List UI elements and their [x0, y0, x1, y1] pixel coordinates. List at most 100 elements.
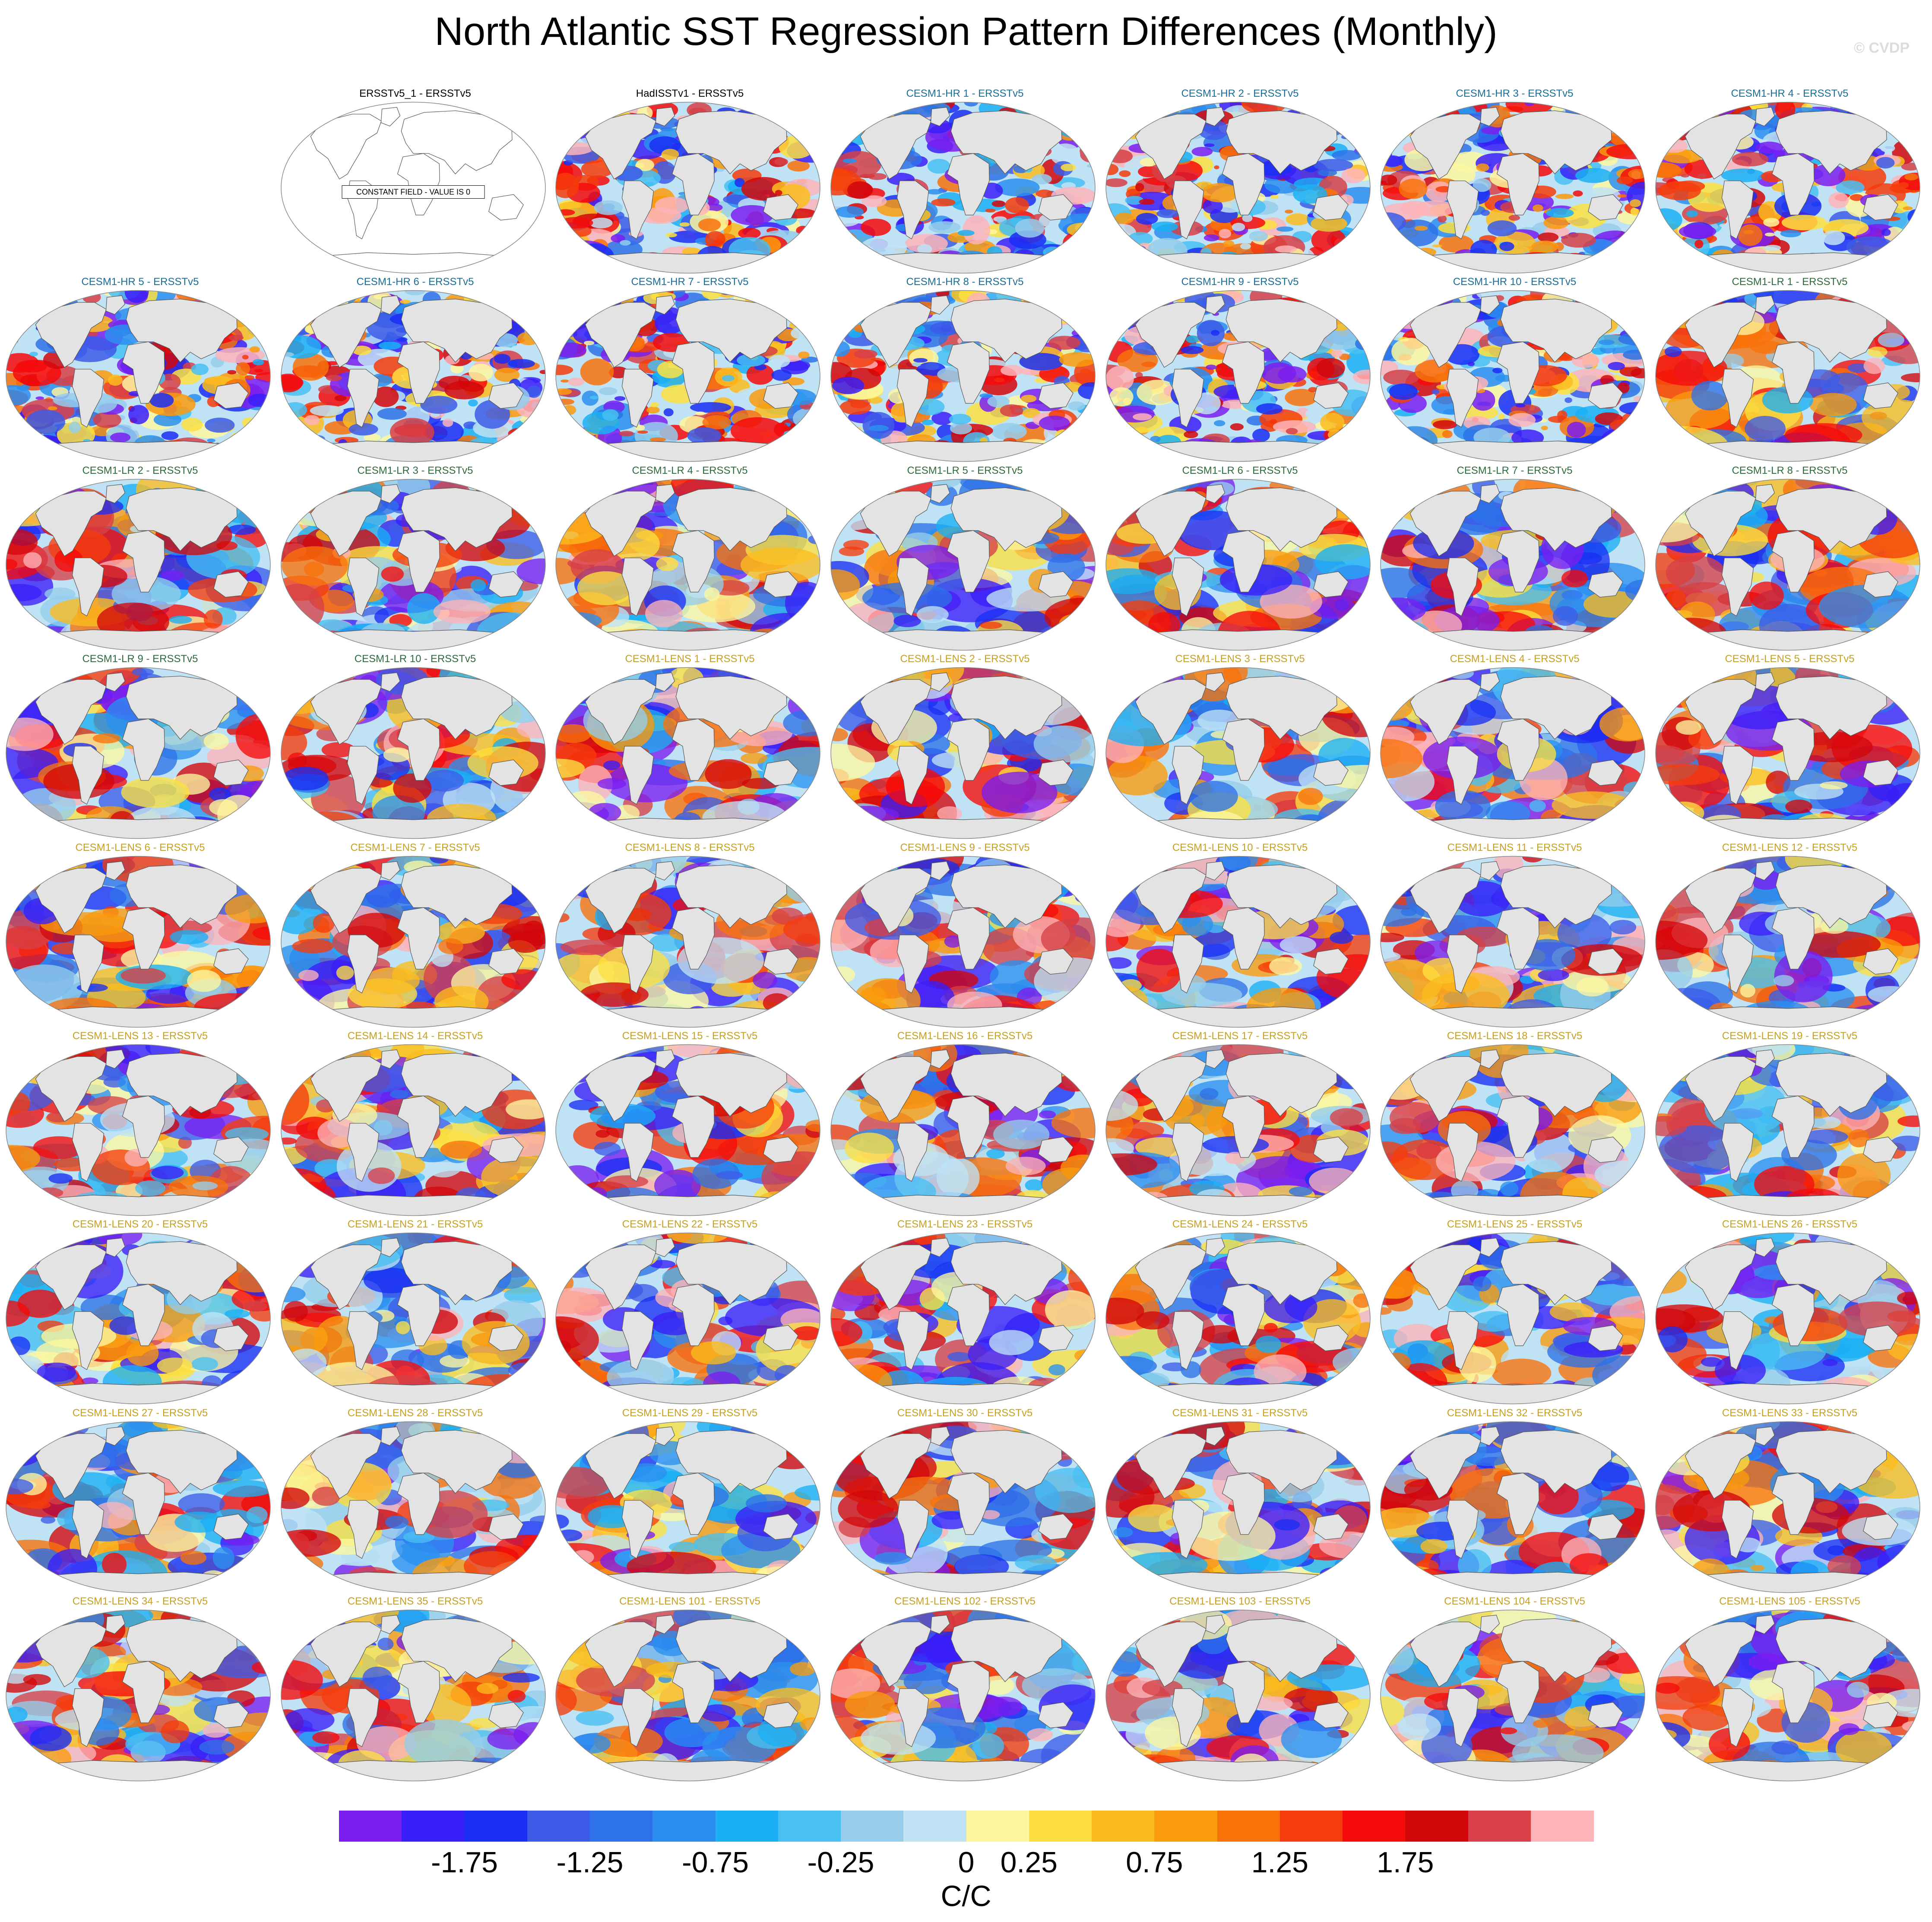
sst-anomaly-patch	[682, 247, 702, 256]
sst-anomaly-patch	[1137, 380, 1179, 405]
sst-anomaly-patch	[1781, 215, 1827, 231]
sst-anomaly-patch	[1031, 451, 1049, 461]
sst-anomaly-patch	[463, 457, 481, 462]
sst-anomaly-patch	[438, 376, 470, 390]
sst-anomaly-patch	[655, 197, 689, 214]
sst-anomaly-patch	[1150, 102, 1162, 106]
sst-anomaly-patch	[1492, 368, 1503, 374]
sst-anomaly-patch	[1216, 364, 1228, 369]
sst-anomaly-patch	[1156, 209, 1180, 218]
sst-anomaly-patch	[1342, 245, 1359, 256]
sst-anomaly-patch	[597, 778, 626, 790]
sst-anomaly-patch	[1785, 423, 1862, 447]
continent-antarctica	[596, 818, 779, 839]
sst-anomaly-patch	[1429, 264, 1444, 273]
sst-anomaly-patch	[869, 425, 889, 431]
continent-northamerica	[585, 302, 656, 368]
panel-label: CESM1-HR 9 - ERSSTv5	[1181, 276, 1299, 288]
sst-anomaly-patch	[1901, 137, 1907, 141]
sst-anomaly-patch	[1059, 352, 1095, 367]
sst-anomaly-patch	[1204, 234, 1219, 241]
sst-anomaly-patch	[922, 419, 934, 425]
sst-anomaly-patch	[1732, 152, 1768, 167]
sst-anomaly-patch	[1452, 457, 1462, 462]
sst-anomaly-patch	[1764, 232, 1775, 237]
sst-anomaly-patch	[300, 302, 321, 310]
map-panel-svg	[6, 290, 271, 462]
sst-anomaly-patch	[1015, 219, 1045, 238]
globe-outline	[830, 290, 1096, 462]
map-panel: CESM1-LENS 6 - ERSSTv5	[4, 841, 276, 1031]
sst-anomaly-patch	[1900, 373, 1920, 382]
sst-anomaly-patch	[383, 747, 411, 762]
sst-anomaly-patch	[556, 342, 586, 358]
sst-anomaly-patch	[913, 358, 928, 363]
sst-anomaly-patch	[702, 415, 732, 430]
sst-anomaly-patch	[1327, 429, 1343, 440]
sst-anomaly-patch	[248, 431, 258, 435]
continent-australia	[1313, 194, 1349, 221]
continent-eurasia	[126, 298, 238, 363]
sst-anomaly-patch	[1197, 320, 1225, 346]
sst-anomaly-patch	[1213, 420, 1226, 426]
sst-anomaly-patch	[963, 215, 990, 245]
continent-australia	[488, 382, 524, 409]
sst-anomaly-patch	[1252, 428, 1270, 442]
sst-anomaly-patch	[1656, 162, 1680, 177]
sst-anomaly-patch	[1555, 193, 1574, 199]
sst-anomaly-patch	[774, 299, 793, 305]
sst-anomaly-patch	[405, 290, 425, 295]
panel-label: CESM1-HR 5 - ERSSTv5	[81, 276, 199, 288]
continent-northamerica	[310, 114, 382, 180]
sst-anomaly-patch	[556, 365, 573, 375]
continent-eurasia	[1775, 110, 1887, 174]
sst-anomaly-patch	[217, 795, 261, 834]
sst-anomaly-patch	[738, 228, 761, 239]
sst-anomaly-patch	[218, 297, 231, 304]
map-panel: CESM1-LENS 5 - ERSSTv5	[1654, 653, 1926, 843]
sst-anomaly-patch	[494, 354, 511, 364]
sst-anomaly-patch	[1332, 150, 1362, 161]
sst-anomaly-patch	[508, 359, 535, 368]
sst-anomaly-patch	[1305, 292, 1324, 304]
sst-anomaly-patch	[153, 413, 181, 426]
globe-outline	[1380, 101, 1645, 274]
sst-anomaly-patch	[1031, 455, 1042, 461]
sst-anomaly-patch	[315, 590, 354, 612]
sst-anomaly-patch	[25, 294, 59, 310]
sst-anomaly-patch	[1721, 168, 1765, 182]
map-panel-svg	[555, 101, 820, 274]
map-panel: CESM1-LR 8 - ERSSTv5	[1654, 464, 1926, 654]
sst-anomaly-patch	[843, 479, 880, 497]
sst-anomaly-patch	[902, 269, 916, 273]
sst-anomaly-patch	[1118, 820, 1159, 837]
sst-anomaly-patch	[1133, 413, 1152, 421]
sst-anomaly-patch	[517, 332, 541, 346]
sst-anomaly-patch	[1416, 451, 1435, 461]
continent-africa	[122, 341, 165, 404]
sst-anomaly-patch	[1162, 264, 1172, 268]
sst-anomaly-patch	[1189, 780, 1238, 812]
continent-northamerica	[35, 302, 107, 368]
sst-anomaly-patch	[1892, 802, 1920, 818]
sst-anomaly-patch	[917, 606, 949, 623]
sst-anomaly-patch	[1285, 389, 1318, 406]
sst-anomaly-patch	[786, 241, 817, 255]
sst-anomaly-patch	[10, 290, 54, 309]
sst-anomaly-patch	[248, 393, 270, 407]
sst-anomaly-patch	[1151, 450, 1173, 462]
continent-antarctica	[47, 441, 230, 462]
continent-southamerica	[347, 558, 380, 617]
sst-anomaly-patch	[1292, 290, 1300, 295]
sst-anomaly-patch	[1052, 296, 1077, 310]
sst-anomaly-patch	[832, 377, 865, 394]
sst-anomaly-patch	[222, 454, 240, 460]
sst-anomaly-patch	[1601, 254, 1628, 270]
sst-anomaly-patch	[1046, 266, 1056, 271]
panel-label: CESM1-LR 5 - ERSSTv5	[907, 465, 1023, 476]
sst-anomaly-patch	[442, 419, 453, 427]
continent-northamerica	[35, 491, 107, 557]
sst-anomaly-patch	[1601, 428, 1642, 449]
sst-anomaly-patch	[1005, 197, 1029, 213]
sst-anomaly-patch	[771, 369, 792, 381]
